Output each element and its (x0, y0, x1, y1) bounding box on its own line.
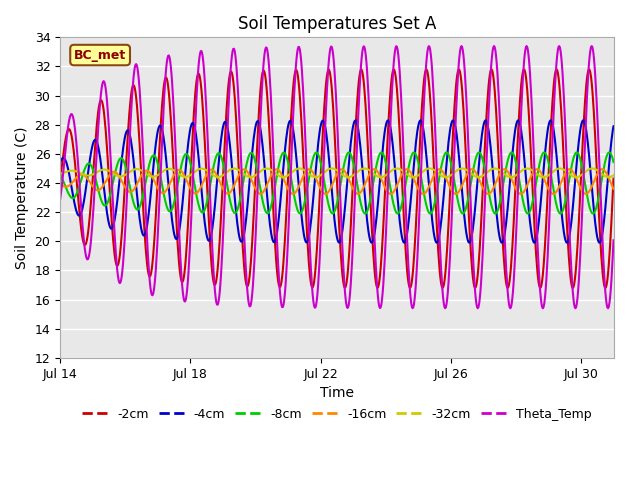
-4cm (610, 123, 618, 129)
-16cm (120, 181, 127, 187)
Legend: -2cm, -4cm, -8cm, -16cm, -32cm, Theta_Temp: -2cm, -4cm, -8cm, -16cm, -32cm, Theta_Te… (77, 403, 596, 425)
-4cm (120, 144, 127, 150)
-4cm (168, 218, 176, 224)
Line: -16cm: -16cm (60, 169, 614, 194)
-16cm (343, 171, 351, 177)
-16cm (168, 176, 176, 181)
-32cm (131, 167, 139, 172)
X-axis label: Time: Time (320, 386, 354, 400)
-4cm (417, 118, 424, 123)
Title: Soil Temperatures Set A: Soil Temperatures Set A (237, 15, 436, 33)
-32cm (343, 174, 351, 180)
Theta_Temp (120, 257, 127, 263)
Theta_Temp (168, 81, 176, 86)
-16cm (610, 186, 618, 192)
-2cm (343, 279, 351, 285)
-4cm (131, 170, 139, 176)
-8cm (610, 159, 618, 165)
-8cm (131, 204, 139, 209)
Theta_Temp (610, 238, 618, 243)
Line: -4cm: -4cm (60, 120, 614, 243)
Theta_Temp (523, 43, 531, 49)
-32cm (524, 166, 531, 171)
-4cm (481, 119, 488, 125)
-32cm (479, 173, 487, 179)
-16cm (56, 181, 64, 187)
-16cm (131, 185, 139, 191)
Theta_Temp (56, 196, 64, 202)
-2cm (168, 139, 176, 145)
-2cm (120, 209, 127, 215)
-32cm (120, 173, 127, 179)
-4cm (56, 159, 64, 165)
-8cm (56, 173, 64, 179)
-4cm (401, 240, 408, 246)
-32cm (56, 171, 64, 177)
-2cm (479, 179, 487, 185)
-16cm (582, 191, 589, 197)
-8cm (390, 201, 397, 207)
-4cm (390, 150, 397, 156)
Theta_Temp (479, 241, 487, 247)
-32cm (507, 174, 515, 180)
-4cm (343, 185, 351, 191)
-2cm (56, 176, 64, 181)
Text: BC_met: BC_met (74, 48, 126, 61)
Y-axis label: Soil Temperature (C): Soil Temperature (C) (15, 126, 29, 269)
-8cm (492, 211, 499, 216)
-8cm (508, 150, 515, 156)
Line: Theta_Temp: Theta_Temp (60, 46, 614, 308)
Line: -8cm: -8cm (60, 153, 614, 214)
-2cm (131, 85, 139, 91)
-2cm (390, 67, 397, 72)
Line: -2cm: -2cm (60, 70, 614, 288)
-8cm (120, 157, 127, 163)
Theta_Temp (131, 64, 139, 70)
-8cm (479, 158, 487, 164)
Theta_Temp (539, 305, 547, 311)
Theta_Temp (343, 303, 351, 309)
Theta_Temp (390, 63, 397, 69)
-32cm (610, 172, 618, 178)
-16cm (390, 189, 397, 195)
Line: -32cm: -32cm (60, 168, 614, 177)
-32cm (168, 167, 176, 172)
-8cm (168, 206, 176, 212)
-2cm (585, 67, 593, 72)
-16cm (598, 166, 606, 172)
-2cm (602, 285, 609, 291)
-2cm (610, 176, 618, 181)
-8cm (343, 152, 351, 158)
-16cm (479, 186, 487, 192)
-32cm (390, 167, 397, 172)
